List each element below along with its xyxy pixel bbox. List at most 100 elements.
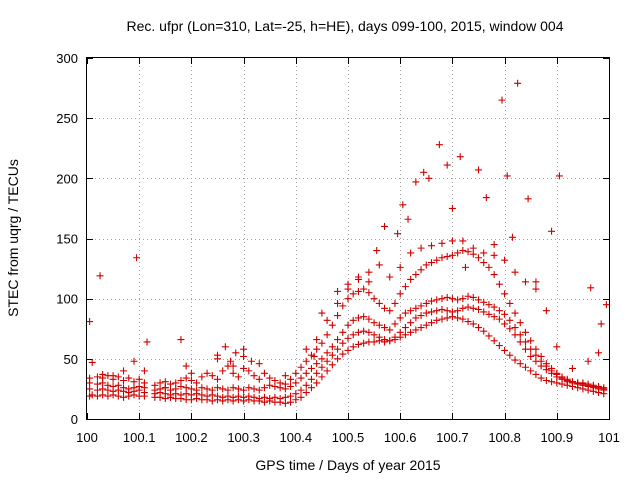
data-point <box>219 385 227 393</box>
data-point <box>511 356 519 364</box>
data-point <box>96 272 104 280</box>
data-point <box>177 376 185 384</box>
data-point <box>511 309 519 317</box>
data-point <box>360 285 368 293</box>
data-point <box>172 385 180 393</box>
data-point <box>287 398 295 406</box>
data-point <box>542 376 550 384</box>
data-point <box>459 237 467 245</box>
data-point <box>130 384 138 392</box>
data-point <box>602 301 610 309</box>
data-point <box>480 308 488 316</box>
data-point <box>365 278 373 286</box>
data-point <box>485 263 493 271</box>
data-point <box>167 386 175 394</box>
data-point <box>407 275 415 283</box>
data-point <box>370 319 378 327</box>
data-point <box>276 379 284 387</box>
data-point <box>302 357 310 365</box>
data-point <box>255 375 263 383</box>
data-point <box>224 392 232 400</box>
data-point <box>187 385 195 393</box>
data-point <box>495 280 503 288</box>
data-point <box>391 299 399 307</box>
data-point <box>469 244 477 252</box>
data-point <box>203 369 211 377</box>
data-point <box>482 194 490 202</box>
data-point <box>156 379 164 387</box>
data-point <box>448 237 456 245</box>
data-point <box>527 367 535 375</box>
data-point <box>313 369 321 377</box>
data-point <box>302 381 310 389</box>
data-point <box>464 292 472 300</box>
data-point <box>375 333 383 341</box>
x-tick-label: 101 <box>598 430 620 445</box>
data-point <box>130 357 138 365</box>
data-point <box>313 345 321 353</box>
data-point <box>514 79 522 87</box>
data-point <box>475 296 482 304</box>
data-point <box>485 310 493 318</box>
data-point <box>198 384 206 392</box>
data-point <box>407 319 415 327</box>
data-point <box>334 312 342 320</box>
data-point <box>292 379 300 387</box>
data-point <box>266 381 274 389</box>
y-tick-label: 150 <box>56 232 78 247</box>
data-point <box>328 361 336 369</box>
data-point <box>318 373 326 381</box>
data-point <box>490 337 498 345</box>
data-point <box>245 392 253 400</box>
data-point <box>114 373 122 381</box>
data-point <box>370 338 378 346</box>
chart-title: Rec. ufpr (Lon=310, Lat=-25, h=HE), days… <box>126 18 563 34</box>
data-point <box>313 360 321 368</box>
data-point <box>417 266 425 274</box>
data-point <box>386 273 394 281</box>
data-point <box>318 339 326 347</box>
data-point <box>344 346 352 354</box>
data-point <box>250 385 258 393</box>
data-point <box>589 383 597 391</box>
data-point <box>600 385 608 393</box>
data-point <box>412 304 420 312</box>
grid-lines <box>87 58 609 419</box>
data-point <box>135 375 143 383</box>
data-point <box>354 314 362 322</box>
data-point <box>104 392 112 400</box>
data-point <box>344 280 352 288</box>
data-point <box>501 290 509 298</box>
data-point <box>323 349 331 357</box>
data-point <box>365 328 373 336</box>
data-point <box>120 376 128 384</box>
data-point <box>469 293 477 301</box>
data-point <box>328 321 336 329</box>
data-point <box>469 304 477 312</box>
data-point <box>501 346 509 354</box>
data-point <box>438 254 446 262</box>
data-point <box>328 351 336 359</box>
data-point <box>292 396 300 404</box>
data-point <box>391 320 399 328</box>
data-point <box>553 343 561 351</box>
data-point <box>266 395 274 403</box>
data-point <box>214 375 221 383</box>
data-point <box>495 342 503 350</box>
data-point <box>177 391 185 399</box>
data-point <box>459 247 467 255</box>
data-point <box>475 305 482 313</box>
data-point <box>401 283 409 291</box>
data-point <box>240 352 248 360</box>
data-point <box>250 393 258 401</box>
data-point <box>438 295 446 303</box>
data-point <box>396 290 404 298</box>
data-point <box>354 328 362 336</box>
data-point <box>255 395 263 403</box>
data-point <box>595 384 603 392</box>
data-point <box>323 367 331 375</box>
data-point <box>401 309 409 317</box>
series-track-3 <box>86 292 608 394</box>
data-point <box>435 141 443 149</box>
data-point <box>401 324 409 332</box>
